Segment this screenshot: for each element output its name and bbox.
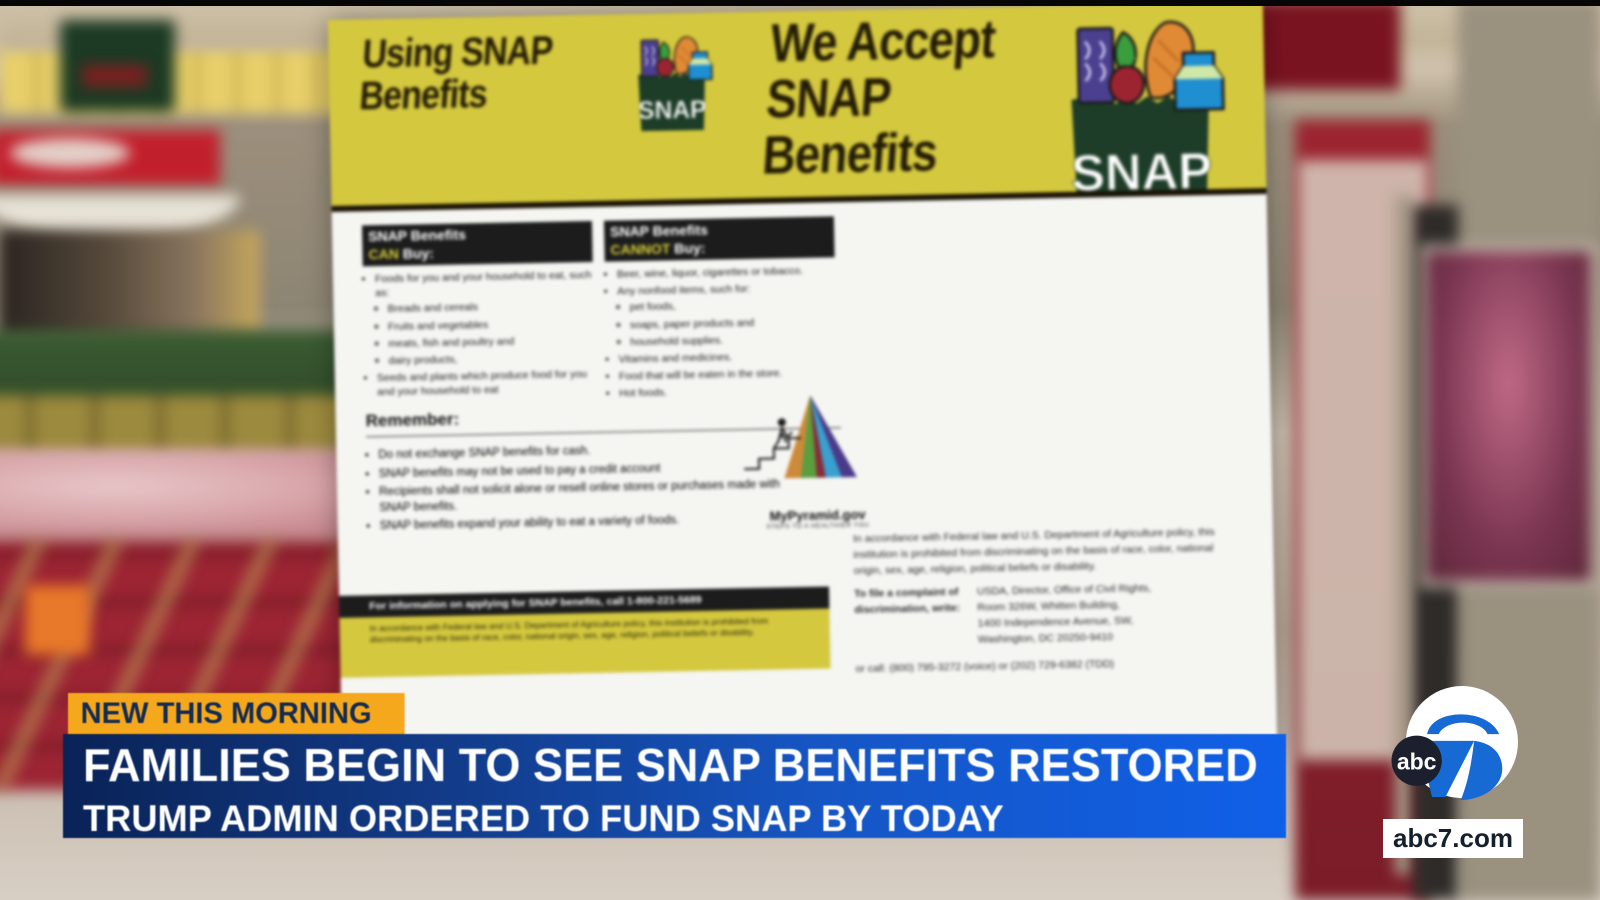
svg-text:SNAP: SNAP	[638, 97, 707, 125]
svg-text:SNAP: SNAP	[1071, 142, 1213, 202]
svg-text:abc: abc	[1397, 748, 1437, 774]
